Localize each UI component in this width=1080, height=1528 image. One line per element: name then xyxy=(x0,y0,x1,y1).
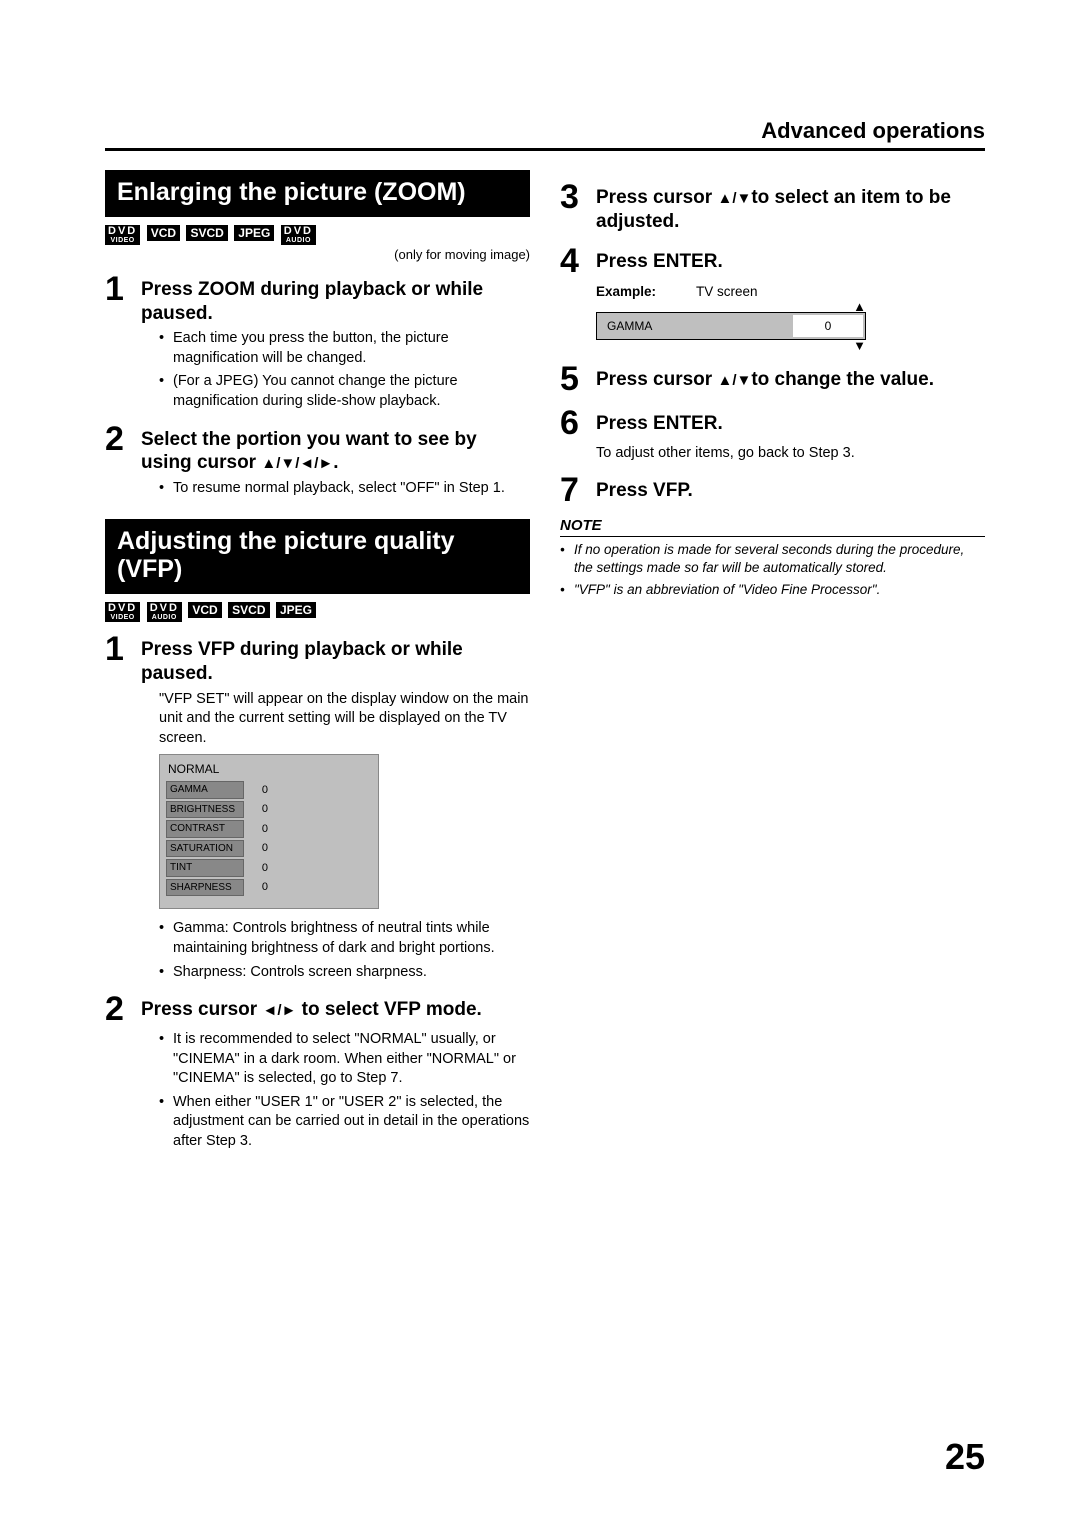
badge-dvd-video: DVDVIDEO xyxy=(105,225,140,245)
table-row: SHARPNESS0 xyxy=(166,879,372,897)
step-desc: To adjust other items, go back to Step 3… xyxy=(596,444,985,464)
table-row: SATURATION0 xyxy=(166,840,372,858)
right-step-3: 3 Press cursor ▲/▼to select an item to b… xyxy=(560,180,985,234)
right-step-7: 7 Press VFP. xyxy=(560,473,985,507)
example-row: Example: TV screen xyxy=(596,284,985,299)
vfp-step-1: 1 Press VFP during playback or while pau… xyxy=(105,632,530,982)
step-number: 5 xyxy=(560,362,586,396)
step-number: 7 xyxy=(560,473,586,507)
step-heading: Press VFP during playback or while pause… xyxy=(141,638,530,686)
badge-vcd: VCD xyxy=(188,602,221,618)
bullet: It is recommended to select "NORMAL" usu… xyxy=(159,1030,530,1089)
up-arrow-icon: ▲ xyxy=(596,301,866,313)
step-heading: Press ENTER. xyxy=(596,250,723,274)
table-row: CONTRAST0 xyxy=(166,820,372,838)
badge-vcd: VCD xyxy=(147,225,180,241)
step-number: 3 xyxy=(560,180,586,214)
content-columns: Enlarging the picture (ZOOM) DVDVIDEO VC… xyxy=(105,170,985,1158)
vfp-badges: DVDVIDEO DVDAUDIO VCD SVCD JPEG xyxy=(105,602,530,622)
step-bullets: To resume normal playback, select "OFF" … xyxy=(159,479,530,499)
step-heading: Press cursor ▲/▼to change the value. xyxy=(596,368,934,392)
bullet: Sharpness: Controls screen sharpness. xyxy=(159,963,530,983)
step-bullets: Each time you press the button, the pict… xyxy=(159,329,530,411)
zoom-badges: DVDVIDEO VCD SVCD JPEG DVDAUDIO xyxy=(105,225,530,245)
note-heading: NOTE xyxy=(560,517,985,537)
bullet: When either "USER 1" or "USER 2" is sele… xyxy=(159,1093,530,1152)
zoom-step-1: 1 Press ZOOM during playback or while pa… xyxy=(105,272,530,412)
header-title: Advanced operations xyxy=(761,118,985,143)
badge-svcd: SVCD xyxy=(186,225,227,241)
bullet: Gamma: Controls brightness of neutral ti… xyxy=(159,919,530,958)
tv-screen-example: ▲ GAMMA 0 ▼ xyxy=(596,301,985,352)
tv-value: 0 xyxy=(793,315,863,337)
vfp-panel: NORMAL GAMMA0 BRIGHTNESS0 CONTRAST0 SATU… xyxy=(159,754,379,909)
badge-dvd-video: DVDVIDEO xyxy=(105,602,140,622)
bullet: To resume normal playback, select "OFF" … xyxy=(159,479,530,499)
step-heading: Press cursor ▲/▼to select an item to be … xyxy=(596,186,985,234)
step-desc: "VFP SET" will appear on the display win… xyxy=(159,690,530,749)
step-heading: Press cursor ◄/► to select VFP mode. xyxy=(141,998,482,1022)
zoom-section-title: Enlarging the picture (ZOOM) xyxy=(105,170,530,217)
example-label: Example: xyxy=(596,284,656,299)
left-column: Enlarging the picture (ZOOM) DVDVIDEO VC… xyxy=(105,170,530,1158)
badge-svcd: SVCD xyxy=(228,602,269,618)
right-column: 3 Press cursor ▲/▼to select an item to b… xyxy=(560,170,985,1158)
step-number: 1 xyxy=(105,632,131,666)
right-step-6: 6 Press ENTER. To adjust other items, go… xyxy=(560,406,985,464)
step-number: 2 xyxy=(105,422,131,456)
bullet: (For a JPEG) You cannot change the pictu… xyxy=(159,372,530,411)
right-step-4: 4 Press ENTER. Example: TV screen ▲ GAMM… xyxy=(560,244,985,352)
bullet: "VFP" is an abbreviation of "Video Fine … xyxy=(560,581,985,599)
badge-jpeg: JPEG xyxy=(276,602,316,618)
table-row: GAMMA0 xyxy=(166,781,372,799)
badge-jpeg: JPEG xyxy=(234,225,274,241)
table-row: BRIGHTNESS0 xyxy=(166,801,372,819)
table-row: TINT0 xyxy=(166,859,372,877)
page-number: 25 xyxy=(945,1436,985,1478)
vfp-section-title: Adjusting the picture quality (VFP) xyxy=(105,519,530,595)
vfp-panel-header: NORMAL xyxy=(168,761,372,777)
step-number: 6 xyxy=(560,406,586,440)
down-arrow-icon: ▼ xyxy=(596,340,866,352)
right-step-5: 5 Press cursor ▲/▼to change the value. xyxy=(560,362,985,396)
page-header: Advanced operations xyxy=(105,118,985,151)
step-number: 2 xyxy=(105,992,131,1026)
badge-dvd-audio: DVDAUDIO xyxy=(147,602,182,622)
step-heading: Press ZOOM during playback or while paus… xyxy=(141,278,530,326)
table-row: GAMMA 0 xyxy=(599,315,863,337)
step-heading: Press VFP. xyxy=(596,479,693,503)
bullet: Each time you press the button, the pict… xyxy=(159,329,530,368)
step-heading: Select the portion you want to see by us… xyxy=(141,428,530,476)
step-bullets: Gamma: Controls brightness of neutral ti… xyxy=(159,919,530,982)
step-number: 1 xyxy=(105,272,131,306)
tv-screen-label: TV screen xyxy=(696,284,758,299)
step-bullets: It is recommended to select "NORMAL" usu… xyxy=(159,1030,530,1151)
note-body: If no operation is made for several seco… xyxy=(560,541,985,598)
step-number: 4 xyxy=(560,244,586,278)
vfp-step-2: 2 Press cursor ◄/► to select VFP mode. I… xyxy=(105,992,530,1151)
zoom-step-2: 2 Select the portion you want to see by … xyxy=(105,422,530,499)
step-heading: Press ENTER. xyxy=(596,412,723,436)
badge-dvd-audio: DVDAUDIO xyxy=(281,225,316,245)
tv-label: GAMMA xyxy=(599,315,791,337)
tv-table: GAMMA 0 xyxy=(596,312,866,340)
bullet: If no operation is made for several seco… xyxy=(560,541,985,576)
zoom-subnote: (only for moving image) xyxy=(105,247,530,262)
